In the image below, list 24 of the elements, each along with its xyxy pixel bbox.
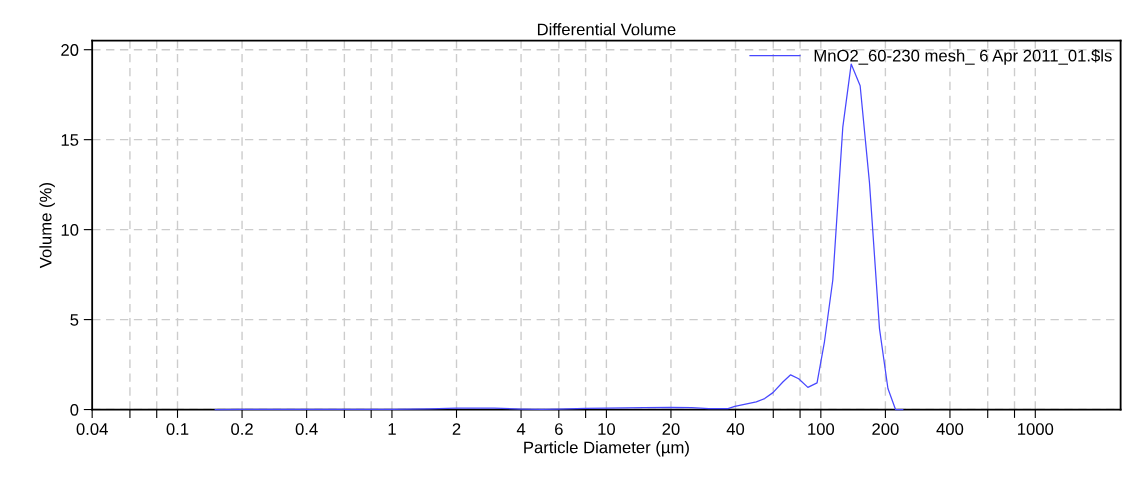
y-tick-label: 5	[70, 314, 79, 326]
x-tick-label: 4	[516, 423, 526, 435]
x-tick-label: 2	[452, 423, 461, 435]
y-tick-label: 10	[61, 224, 79, 236]
x-tick-label: 0.2	[231, 423, 253, 435]
x-tick-label: 200	[872, 423, 899, 435]
chart-title: Differential Volume	[537, 23, 676, 36]
x-tick-label: 6	[555, 423, 563, 435]
legend-label: MnO2_60-230 mesh_ 6 Apr 2011_01.$ls	[814, 49, 1112, 65]
x-tick-label: 20	[662, 423, 680, 435]
x-tick-label: 0.04	[76, 423, 108, 435]
y-axis-title: Volume (%)	[39, 183, 55, 269]
x-tick-label: 40	[726, 423, 745, 435]
x-tick-label: 1	[388, 423, 396, 435]
y-tick-label: 0	[70, 403, 79, 416]
x-axis-title: Particle Diameter (µm)	[524, 441, 689, 457]
x-tick-label: 1000	[1018, 423, 1054, 435]
x-tick-label: 0.1	[166, 423, 189, 435]
x-tick-label: 10	[598, 423, 616, 435]
x-tick-label: 100	[808, 423, 835, 435]
x-tick-label: 0.4	[295, 423, 318, 435]
y-tick-label: 15	[61, 134, 79, 146]
y-tick-label: 20	[61, 44, 79, 56]
x-tick-label: 400	[936, 423, 964, 435]
